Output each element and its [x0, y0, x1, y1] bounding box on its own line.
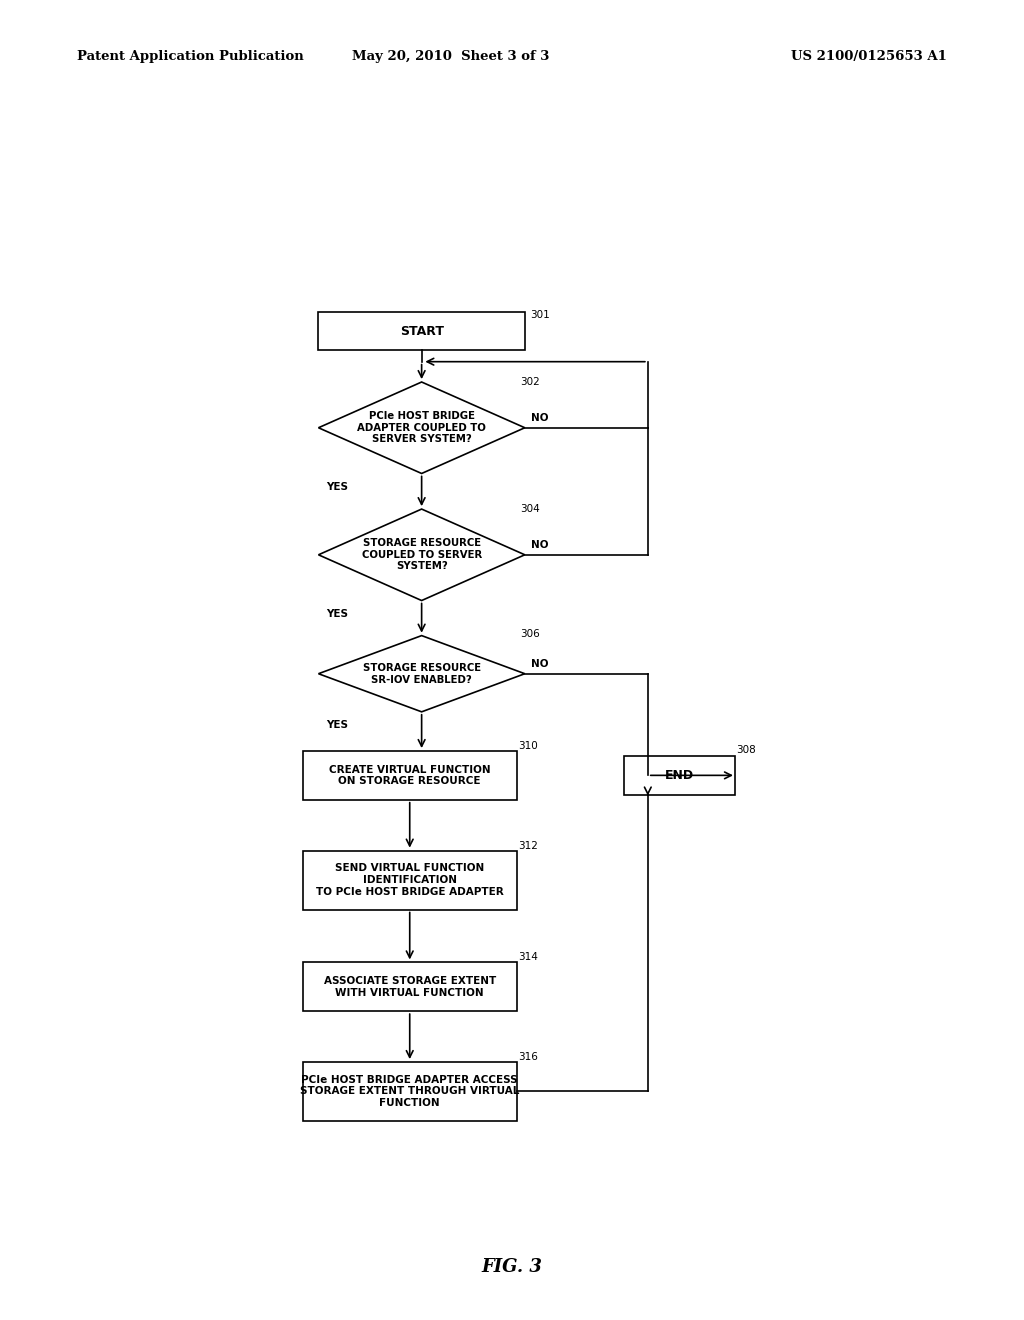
Text: NO: NO: [531, 413, 549, 422]
Text: YES: YES: [327, 609, 348, 619]
Text: NO: NO: [531, 540, 549, 549]
Text: 312: 312: [518, 841, 539, 850]
Text: CREATE VIRTUAL FUNCTION
ON STORAGE RESOURCE: CREATE VIRTUAL FUNCTION ON STORAGE RESOU…: [329, 764, 490, 787]
Text: US 2100/0125653 A1: US 2100/0125653 A1: [792, 50, 947, 63]
Text: END: END: [665, 768, 694, 781]
FancyBboxPatch shape: [303, 751, 517, 800]
Text: ASSOCIATE STORAGE EXTENT
WITH VIRTUAL FUNCTION: ASSOCIATE STORAGE EXTENT WITH VIRTUAL FU…: [324, 975, 496, 998]
Text: 301: 301: [530, 310, 550, 319]
Text: 302: 302: [520, 378, 540, 387]
Polygon shape: [318, 510, 524, 601]
FancyBboxPatch shape: [624, 756, 735, 795]
FancyBboxPatch shape: [303, 962, 517, 1011]
Text: FIG. 3: FIG. 3: [481, 1258, 543, 1276]
Text: 304: 304: [520, 504, 540, 515]
Text: Patent Application Publication: Patent Application Publication: [77, 50, 303, 63]
Text: YES: YES: [327, 482, 348, 491]
FancyBboxPatch shape: [318, 312, 524, 351]
Text: YES: YES: [327, 719, 348, 730]
Polygon shape: [318, 636, 524, 711]
Text: NO: NO: [531, 659, 549, 669]
Text: STORAGE RESOURCE
COUPLED TO SERVER
SYSTEM?: STORAGE RESOURCE COUPLED TO SERVER SYSTE…: [361, 539, 481, 572]
Text: 308: 308: [736, 744, 756, 755]
Text: 306: 306: [520, 630, 540, 639]
Text: 310: 310: [518, 741, 539, 751]
Text: START: START: [399, 325, 443, 338]
Text: STORAGE RESOURCE
SR-IOV ENABLED?: STORAGE RESOURCE SR-IOV ENABLED?: [362, 663, 480, 685]
Text: 314: 314: [518, 952, 539, 962]
Text: 316: 316: [518, 1052, 539, 1063]
Text: May 20, 2010  Sheet 3 of 3: May 20, 2010 Sheet 3 of 3: [352, 50, 549, 63]
Polygon shape: [318, 381, 524, 474]
FancyBboxPatch shape: [303, 850, 517, 909]
FancyBboxPatch shape: [303, 1063, 517, 1121]
Text: SEND VIRTUAL FUNCTION
IDENTIFICATION
TO PCIe HOST BRIDGE ADAPTER: SEND VIRTUAL FUNCTION IDENTIFICATION TO …: [315, 863, 504, 896]
Text: PCIe HOST BRIDGE
ADAPTER COUPLED TO
SERVER SYSTEM?: PCIe HOST BRIDGE ADAPTER COUPLED TO SERV…: [357, 411, 486, 445]
Text: PCIe HOST BRIDGE ADAPTER ACCESS
STORAGE EXTENT THROUGH VIRTUAL
FUNCTION: PCIe HOST BRIDGE ADAPTER ACCESS STORAGE …: [300, 1074, 519, 1107]
